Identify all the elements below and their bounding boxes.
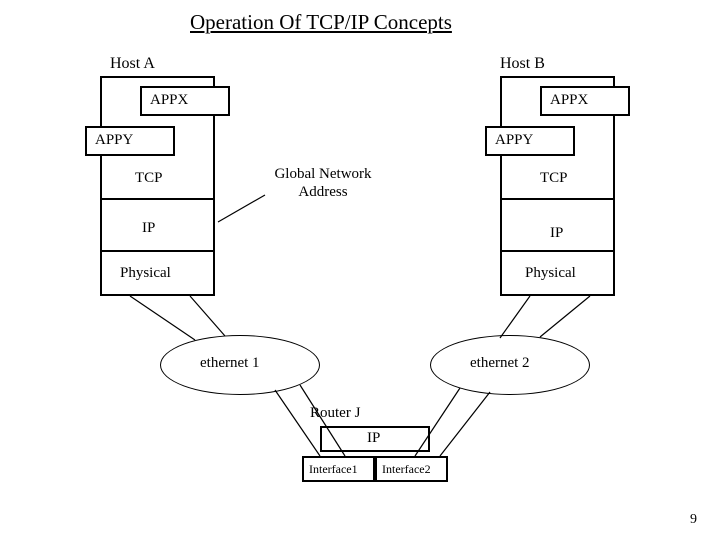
router-if2-label: Interface2 xyxy=(382,462,431,477)
host-a-tcp-div xyxy=(100,198,215,200)
host-a-ip-label: IP xyxy=(142,220,155,237)
host-a-phys-label: Physical xyxy=(120,265,171,282)
host-a-ip-div xyxy=(100,250,215,252)
host-a-label: Host A xyxy=(110,55,155,73)
host-a-appx-label: APPX xyxy=(150,92,188,109)
page-title: Operation Of TCP/IP Concepts xyxy=(190,10,452,35)
host-b-tcp-label: TCP xyxy=(540,170,568,187)
host-b-tcp-div xyxy=(500,198,615,200)
page-number: 9 xyxy=(690,512,697,528)
host-a-tcp-label: TCP xyxy=(135,170,163,187)
host-b-ip-label: IP xyxy=(550,225,563,242)
host-b-appy-label: APPY xyxy=(495,132,533,149)
router-label: Router J xyxy=(310,405,360,422)
host-b-ip-div xyxy=(500,250,615,252)
ethernet-1-label: ethernet 1 xyxy=(200,355,260,372)
router-ip-label: IP xyxy=(367,430,380,447)
router-if1-label: Interface1 xyxy=(309,462,358,477)
global-net-addr: Global Network Address xyxy=(258,165,388,201)
host-a-appy-label: APPY xyxy=(95,132,133,149)
ethernet-2-label: ethernet 2 xyxy=(470,355,530,372)
host-b-phys-label: Physical xyxy=(525,265,576,282)
host-b-label: Host B xyxy=(500,55,545,73)
global-net-addr-text: Global Network Address xyxy=(274,166,371,200)
host-b-appx-label: APPX xyxy=(550,92,588,109)
